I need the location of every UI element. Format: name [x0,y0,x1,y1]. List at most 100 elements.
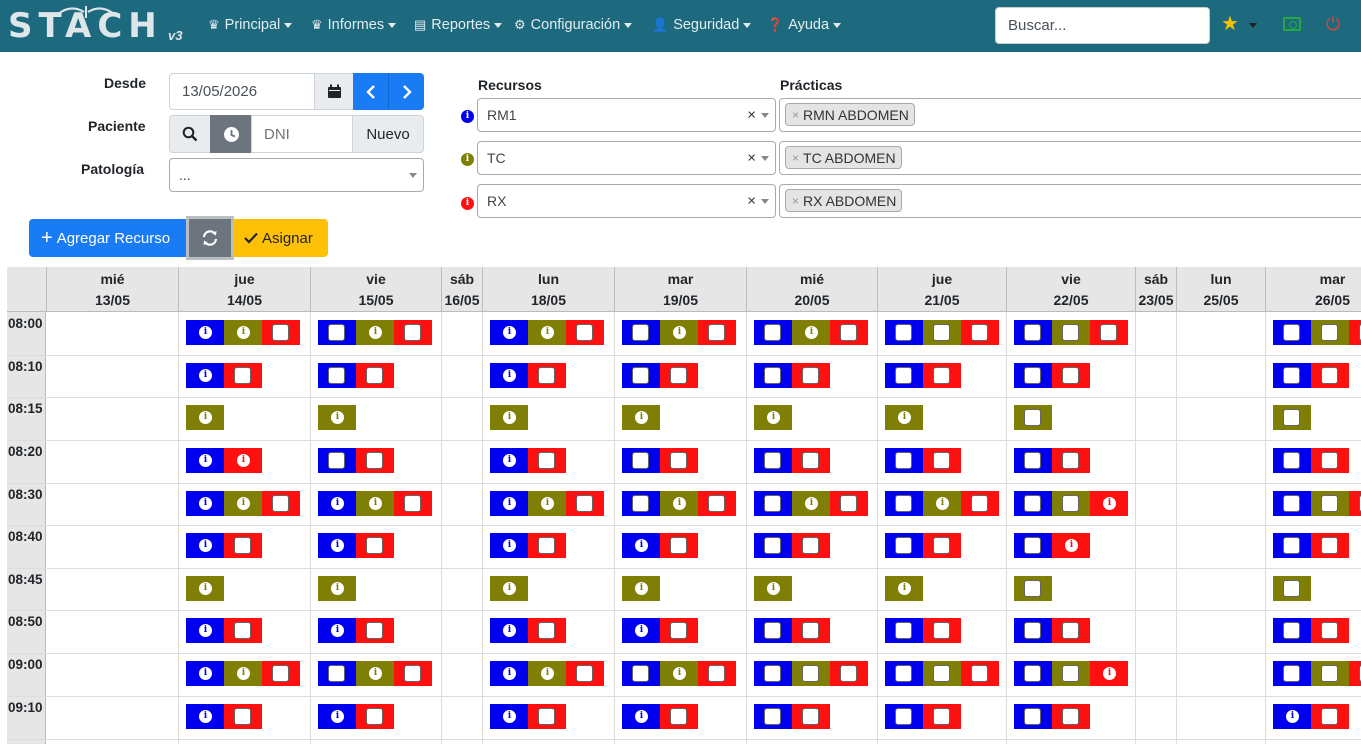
prev-date-button[interactable] [353,73,389,110]
info-icon[interactable]: i [503,326,516,339]
time-slot[interactable] [356,704,394,729]
time-slot[interactable] [885,448,923,473]
time-slot[interactable] [698,320,736,345]
info-icon[interactable]: i [199,411,212,424]
slot-checkbox[interactable] [933,708,950,725]
time-slot[interactable] [1014,405,1052,430]
slot-checkbox[interactable] [272,324,289,341]
slot-checkbox[interactable] [328,665,345,682]
time-slot[interactable] [1273,533,1311,558]
time-slot[interactable] [660,704,698,729]
time-slot[interactable] [754,661,792,686]
time-slot[interactable]: i [923,491,961,516]
patologia-select[interactable]: ... [169,158,424,192]
time-slot[interactable] [1273,576,1311,601]
info-icon[interactable]: i [541,326,554,339]
time-slot[interactable] [1014,533,1052,558]
time-slot[interactable] [1273,405,1311,430]
time-slot[interactable]: i [318,704,356,729]
recurso-select-rm1[interactable]: RM1 × [477,98,776,132]
menu-informes[interactable]: ♛ Informes [311,14,397,36]
info-icon[interactable]: i [199,624,212,637]
time-slot[interactable] [1014,448,1052,473]
slot-checkbox[interactable] [1321,537,1338,554]
time-slot[interactable] [1052,320,1090,345]
time-slot[interactable] [262,661,300,686]
time-slot[interactable]: i [490,320,528,345]
money-bill-icon[interactable] [1283,17,1301,31]
time-slot[interactable] [622,448,660,473]
slot-checkbox[interactable] [1283,580,1300,597]
slot-checkbox[interactable] [366,537,383,554]
slot-checkbox[interactable] [404,495,421,512]
time-slot[interactable]: i [318,533,356,558]
slot-checkbox[interactable] [933,622,950,639]
menu-seguridad[interactable]: 👤 Seguridad [652,14,752,36]
time-slot[interactable] [318,363,356,388]
info-icon[interactable]: i [503,497,516,510]
time-slot[interactable] [1014,491,1052,516]
info-icon[interactable]: i [898,582,911,595]
slot-checkbox[interactable] [764,324,781,341]
slot-checkbox[interactable] [764,367,781,384]
time-slot[interactable] [885,363,923,388]
info-icon[interactable]: i [331,497,344,510]
next-date-button[interactable] [389,73,424,110]
time-slot[interactable] [622,320,660,345]
time-slot[interactable]: i [356,661,394,686]
time-slot[interactable]: i [792,491,830,516]
time-slot[interactable] [262,320,300,345]
time-slot[interactable]: i [490,405,528,430]
slot-checkbox[interactable] [971,324,988,341]
time-slot[interactable] [1311,533,1349,558]
slot-checkbox[interactable] [1024,665,1041,682]
time-slot[interactable]: i [622,576,660,601]
slot-checkbox[interactable] [1024,708,1041,725]
info-icon[interactable]: i [1286,710,1299,723]
slot-checkbox[interactable] [840,665,857,682]
time-slot[interactable]: i [1090,491,1128,516]
time-slot[interactable]: i [356,491,394,516]
slot-checkbox[interactable] [234,622,251,639]
time-slot[interactable] [1311,704,1349,729]
clear-icon[interactable]: × [747,192,756,210]
clear-icon[interactable]: × [747,106,756,124]
time-slot[interactable] [1311,448,1349,473]
info-icon[interactable]: i [503,710,516,723]
slot-checkbox[interactable] [1283,665,1300,682]
time-slot[interactable] [754,704,792,729]
info-icon[interactable]: i [541,667,554,680]
time-slot[interactable] [566,491,604,516]
info-icon[interactable]: i [331,411,344,424]
menu-ayuda[interactable]: ❓ Ayuda [767,14,842,36]
slot-checkbox[interactable] [670,452,687,469]
time-slot[interactable] [1014,704,1052,729]
slot-checkbox[interactable] [1321,324,1338,341]
info-icon[interactable]: i [461,153,474,166]
slot-checkbox[interactable] [764,665,781,682]
slot-checkbox[interactable] [1062,622,1079,639]
info-icon[interactable]: i [237,454,250,467]
time-slot[interactable] [1349,320,1361,345]
time-slot[interactable]: i [186,661,224,686]
slot-checkbox[interactable] [366,367,383,384]
dni-input[interactable] [251,115,353,153]
slot-checkbox[interactable] [1359,665,1361,682]
time-slot[interactable] [961,661,999,686]
time-slot[interactable]: i [528,661,566,686]
time-slot[interactable] [1052,618,1090,643]
slot-checkbox[interactable] [670,708,687,725]
remove-tag-icon[interactable]: × [792,193,800,208]
time-slot[interactable]: i [885,576,923,601]
time-slot[interactable]: i [186,618,224,643]
time-slot[interactable] [1052,363,1090,388]
slot-checkbox[interactable] [328,367,345,384]
slot-checkbox[interactable] [1024,537,1041,554]
slot-checkbox[interactable] [840,495,857,512]
history-button[interactable] [210,115,252,153]
slot-checkbox[interactable] [1024,409,1041,426]
time-slot[interactable] [566,661,604,686]
slot-checkbox[interactable] [895,622,912,639]
slot-checkbox[interactable] [1283,537,1300,554]
time-slot[interactable] [923,618,961,643]
